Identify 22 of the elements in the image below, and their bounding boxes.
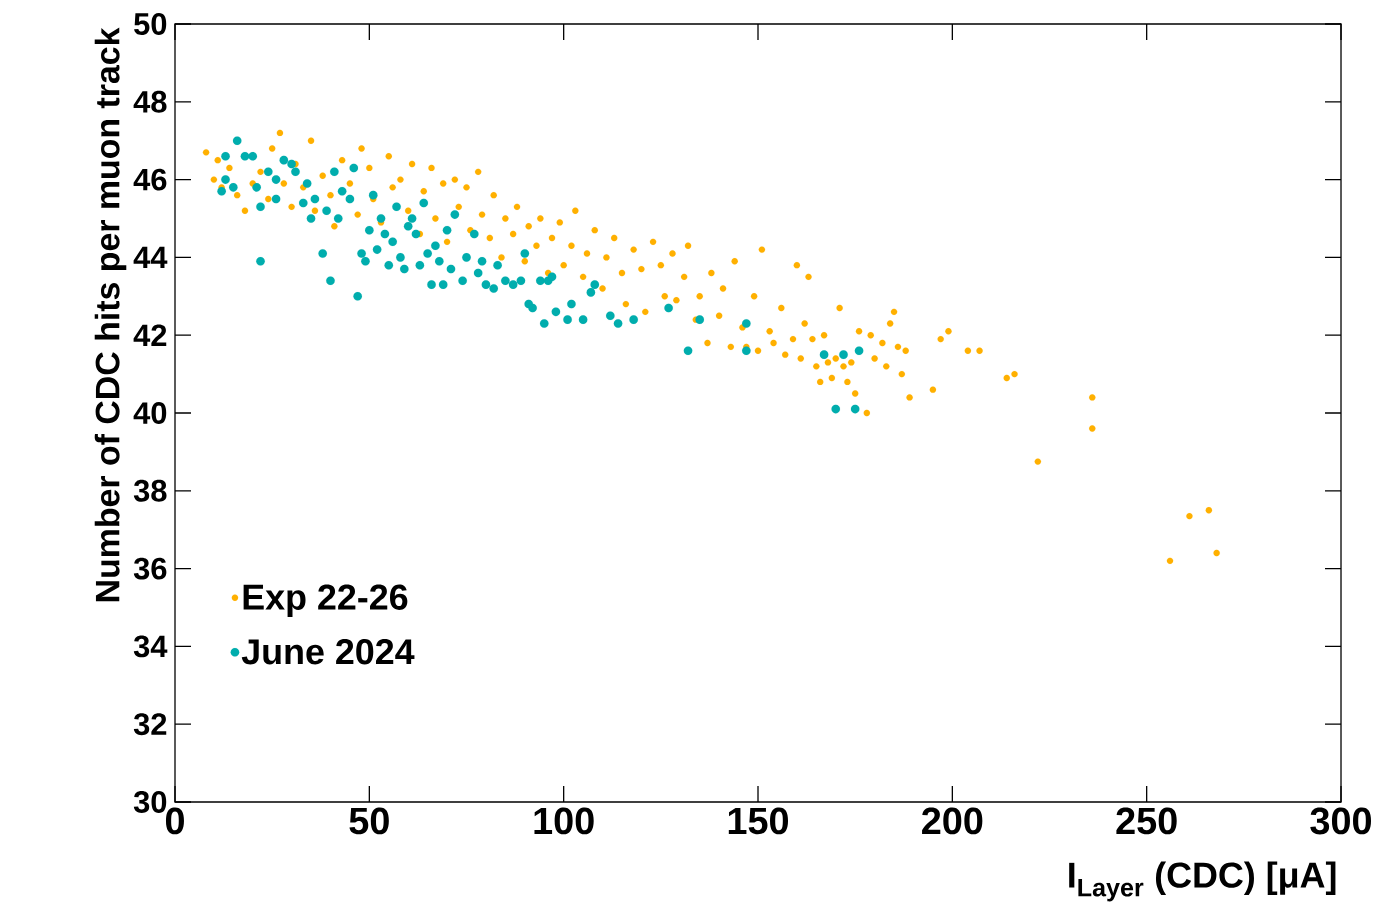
y-tick-label: 46 — [133, 168, 167, 191]
y-tick-label: 38 — [133, 479, 167, 502]
x-axis-title: I$_{Layer}$ (CDC) [μA] — [1069, 861, 1336, 902]
x-tick-label: 100 — [534, 807, 594, 835]
x-tick-label: 200 — [922, 807, 983, 835]
x-tick-label: 50 — [349, 807, 389, 835]
y-tick-label: 40 — [133, 402, 167, 424]
x-tick-label: 250 — [1116, 807, 1177, 835]
y-tick-label: 30 — [133, 791, 167, 813]
y-tick-label: 36 — [133, 557, 167, 580]
y-tick-label: 32 — [133, 713, 167, 736]
x-tick-label: 300 — [1310, 807, 1372, 835]
y-tick-label: 44 — [133, 246, 168, 269]
y-axis-title: Number of CDC hits per muon track — [94, 27, 127, 602]
x-tick-label: 150 — [728, 807, 789, 835]
y-tick-label: 42 — [133, 324, 167, 346]
y-tick-label: 34 — [133, 635, 168, 658]
y-tick-label: 48 — [133, 90, 167, 113]
x-tick-label: 0 — [165, 807, 184, 835]
legend-label: Exp 22-26 — [243, 584, 408, 617]
y-tick-label: 50 — [134, 13, 167, 35]
legend-label: June 2024 — [241, 639, 415, 665]
